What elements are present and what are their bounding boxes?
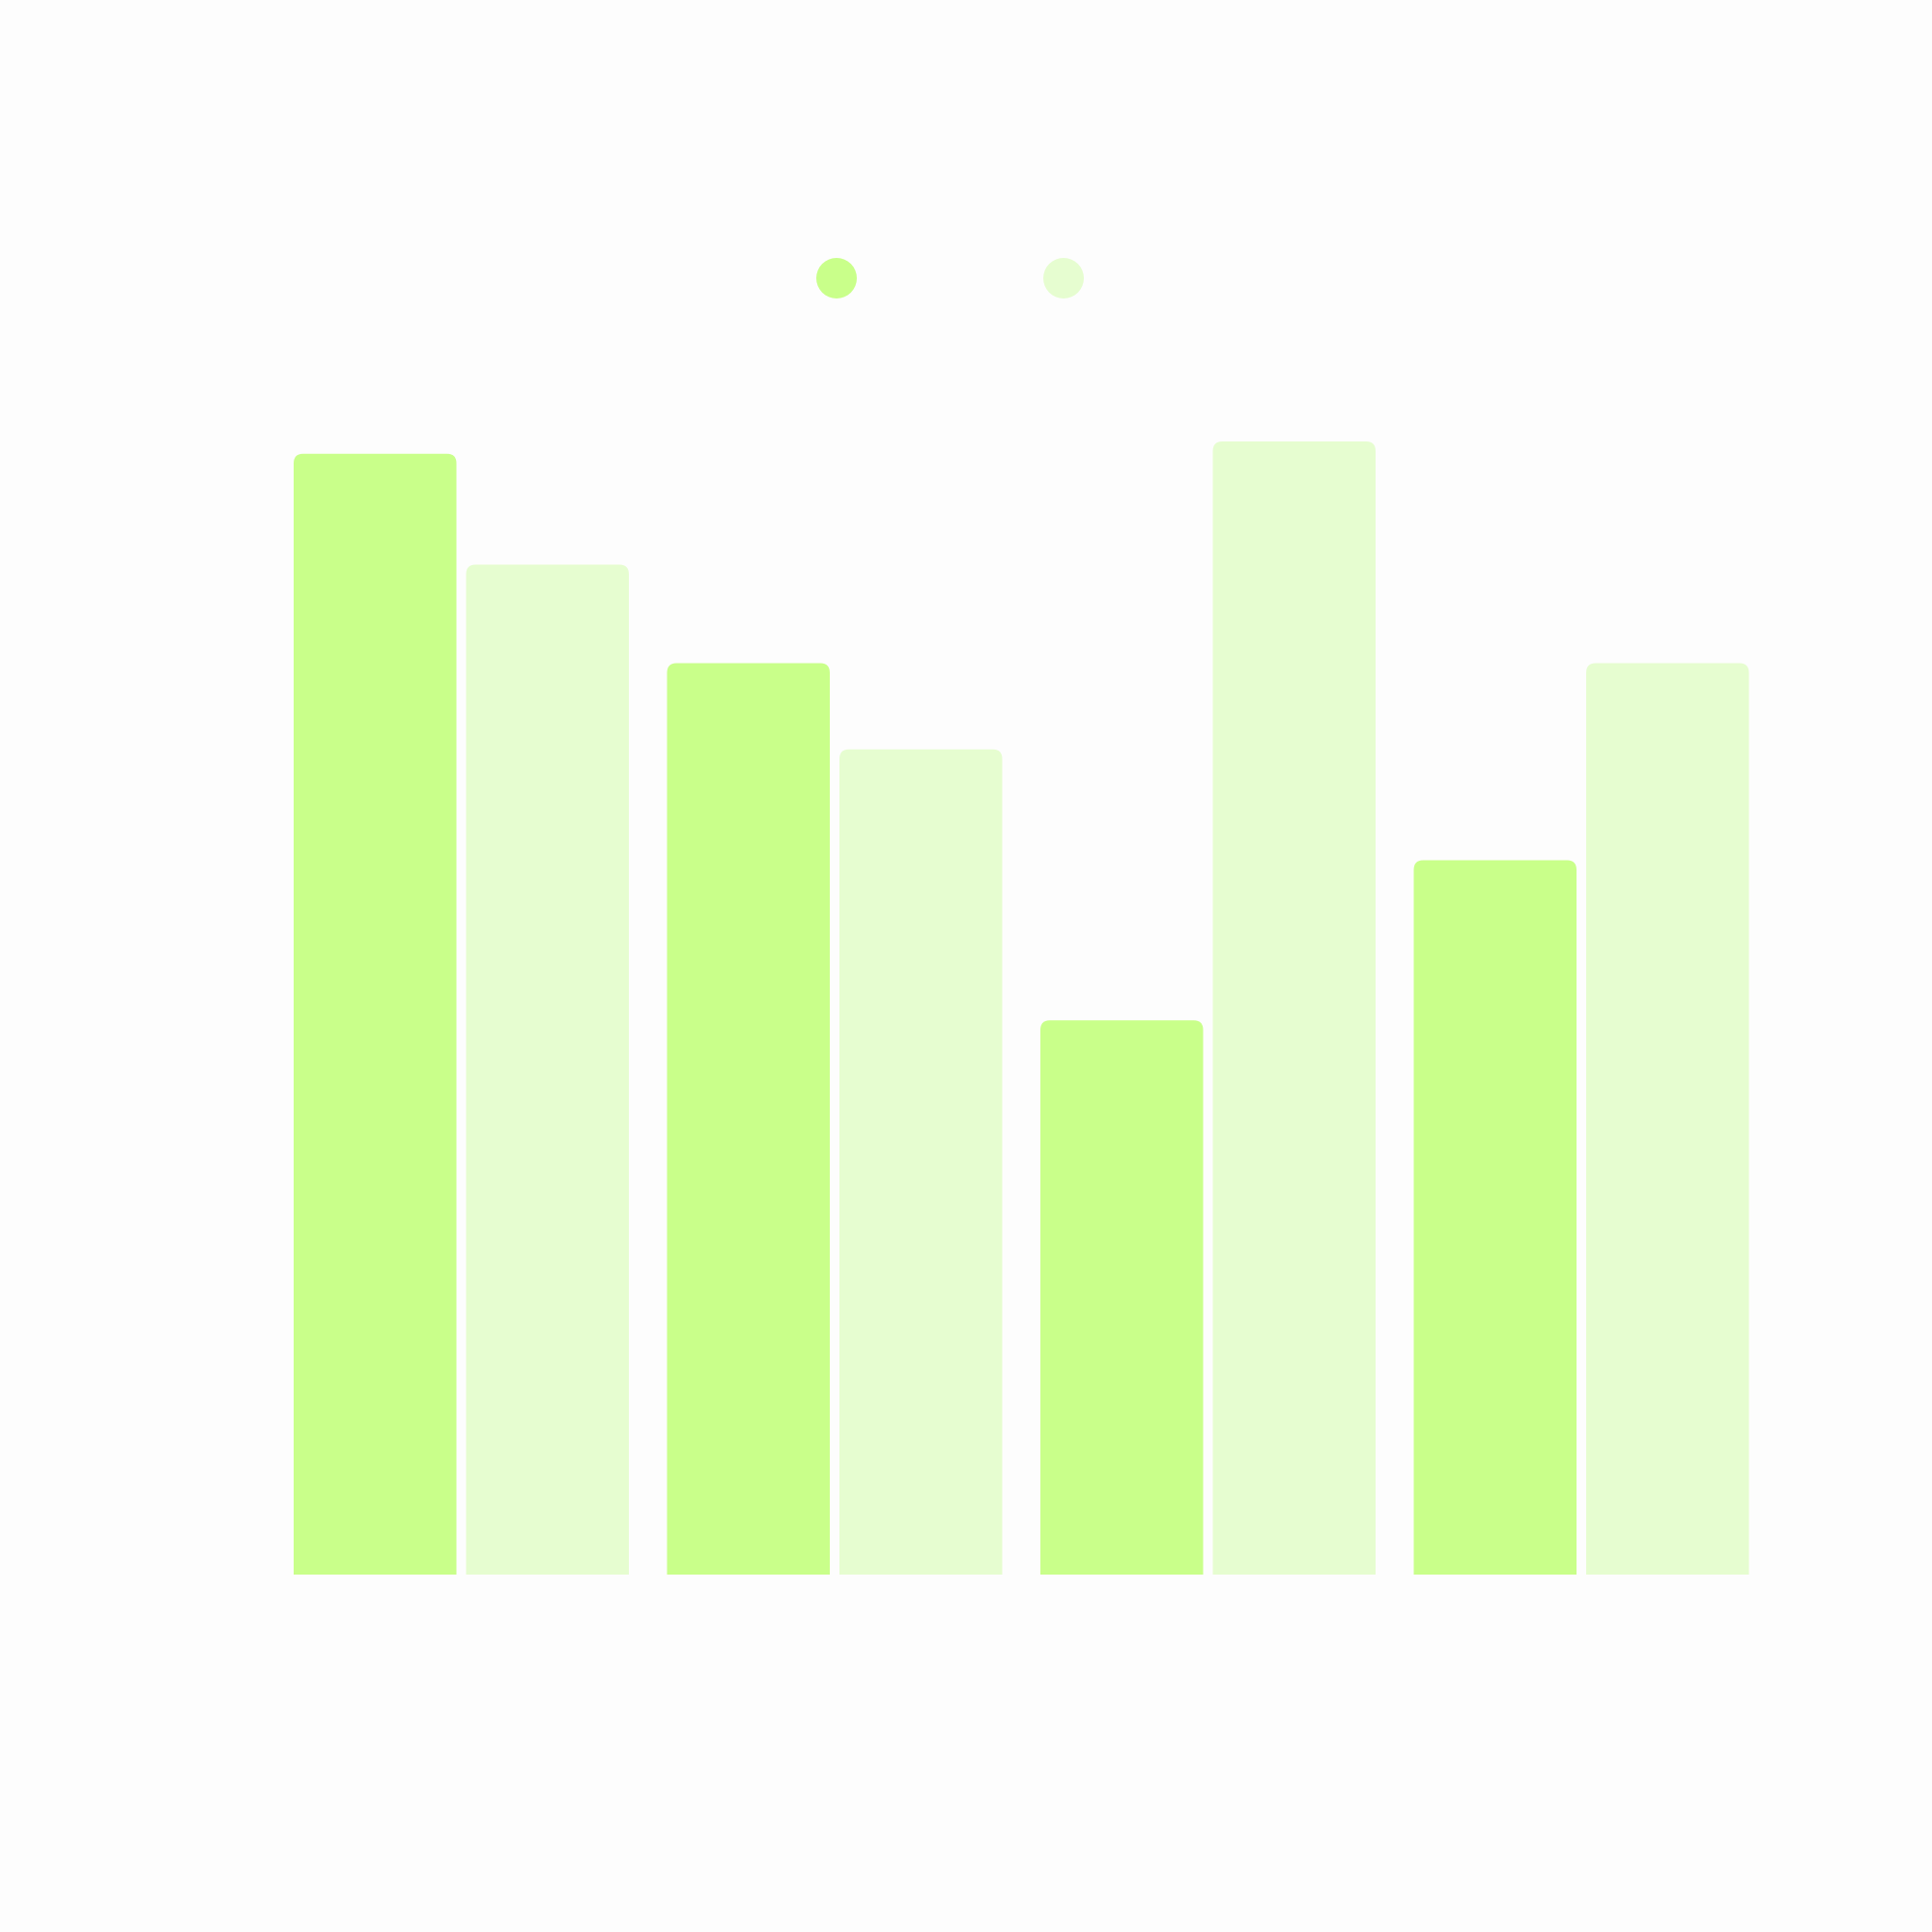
bar bbox=[1586, 663, 1749, 1575]
legend-swatch bbox=[1043, 258, 1084, 298]
bar bbox=[1040, 1020, 1204, 1575]
bar bbox=[466, 564, 629, 1575]
bar bbox=[1212, 441, 1376, 1575]
bar bbox=[294, 453, 457, 1575]
bar bbox=[839, 749, 1003, 1575]
bar bbox=[1413, 860, 1577, 1575]
bar bbox=[667, 663, 830, 1575]
legend-swatch bbox=[816, 258, 857, 298]
